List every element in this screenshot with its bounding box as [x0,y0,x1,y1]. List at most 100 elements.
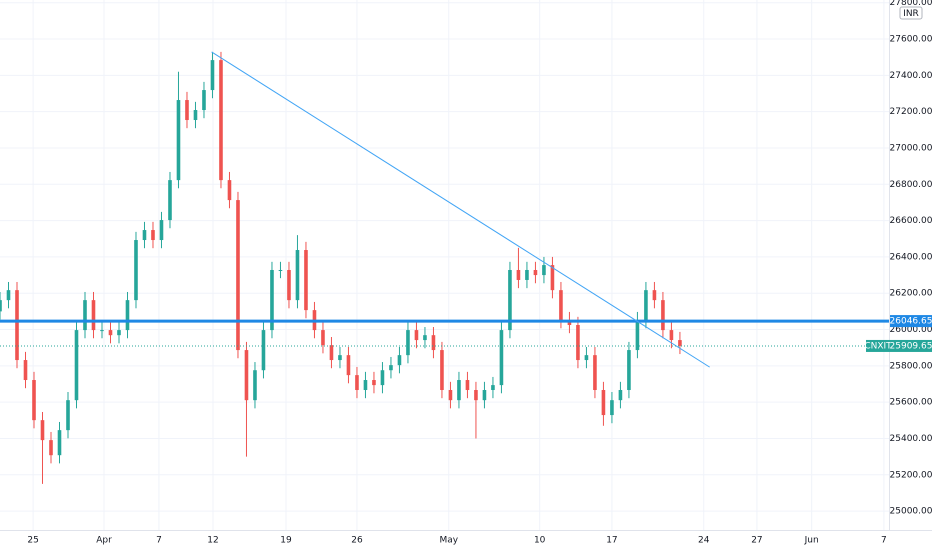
candle-body [423,335,427,341]
candle-body [57,430,62,456]
candle-body [380,370,385,386]
candle-body [74,330,79,401]
candle-body [15,290,19,361]
candle-body [108,330,113,336]
candle-body [678,340,682,346]
candle-body [168,180,172,221]
x-tick-label: Jun [804,536,819,546]
x-tick-label: Apr [96,536,112,546]
candle-body [516,269,521,280]
candle-body [346,355,351,376]
y-tick-label: 25600.00 [890,398,932,408]
x-tick-label: 24 [698,536,710,546]
candle-body [0,300,2,312]
candle-body [202,90,206,111]
candle-body [389,365,393,371]
y-tick-label: 27800.00 [890,0,932,8]
candle-body [491,385,495,391]
x-tick-label: 7 [156,536,162,546]
candle-body [448,390,453,401]
x-tick-label: 25 [27,536,38,546]
candle-body [593,355,597,391]
candle-body [559,290,563,321]
candle-body [499,330,504,386]
candle-body [474,390,478,401]
candle-body [295,250,300,301]
candle-body [287,269,291,301]
candle-body [465,380,470,391]
candle-body [219,60,223,181]
y-tick-label: 26600.00 [890,216,932,226]
candle-body [661,300,665,331]
candle-body [652,290,657,301]
candle-body [261,330,266,371]
candle-body [440,350,444,391]
y-tick-label: 26200.00 [890,289,932,299]
candle-body [151,230,155,241]
candle-body [363,380,368,391]
candle-body [618,390,623,401]
candle-body [457,380,461,401]
candle-body [40,420,45,441]
candle-body [431,335,436,351]
candle-body [91,300,96,331]
candle-body [644,290,648,321]
candle-body [270,269,274,331]
x-tick-label: 12 [207,536,218,546]
y-tick-label: 25200.00 [890,470,932,480]
candle-body [253,370,257,401]
y-tick-label: 26000.00 [890,325,932,335]
candle-body [406,330,410,356]
x-tick-label: 17 [606,536,617,546]
candle-body [329,345,334,361]
candle-body [610,400,614,416]
y-tick-label: 26800.00 [890,180,932,190]
candle-body [355,375,359,391]
x-tick-label: 27 [751,536,762,546]
x-tick-label: 19 [280,536,292,546]
symbol-label: CNXIT [864,341,892,351]
y-tick-label: 25800.00 [890,361,932,371]
candle-body [482,390,487,401]
candle-body [414,330,419,341]
candle-body [601,390,606,416]
candle-body [176,100,181,181]
candle-body [321,330,325,346]
candle-body [83,300,87,331]
candle-body [508,269,512,331]
candle-body [627,350,631,391]
candle-body [210,60,215,91]
y-tick-label: 27600.00 [890,35,932,45]
horizontal-line-badge [890,315,932,328]
candle-body [525,269,529,280]
candle-body [185,100,189,121]
candle-body [550,265,555,291]
candle-body [542,265,546,276]
candle-body [134,240,138,301]
candle-body [397,355,402,366]
candle-body [100,330,104,332]
y-tick-label: 27000.00 [890,143,932,153]
candle-body [193,110,198,121]
candle-body [32,380,36,421]
candle-body [125,300,130,331]
candle-body [278,269,283,271]
symbol-badge [866,339,890,352]
candle-body [669,330,674,341]
candle-body [23,360,28,381]
last-price-badge [890,339,932,352]
candle-body [244,350,249,401]
candle-body [533,269,538,276]
candle-body [338,355,342,361]
horizontal-line-label: 26046.65 [890,317,932,327]
candle-body [227,180,232,201]
candle-body [576,325,580,361]
y-tick-label: 27200.00 [890,107,932,117]
candle-body [635,320,640,351]
trendline [211,51,710,368]
y-tick-label: 27400.00 [890,71,932,81]
candle-body [66,400,70,431]
candle-body [304,250,308,311]
last-price-label: 25909.65 [890,341,932,351]
